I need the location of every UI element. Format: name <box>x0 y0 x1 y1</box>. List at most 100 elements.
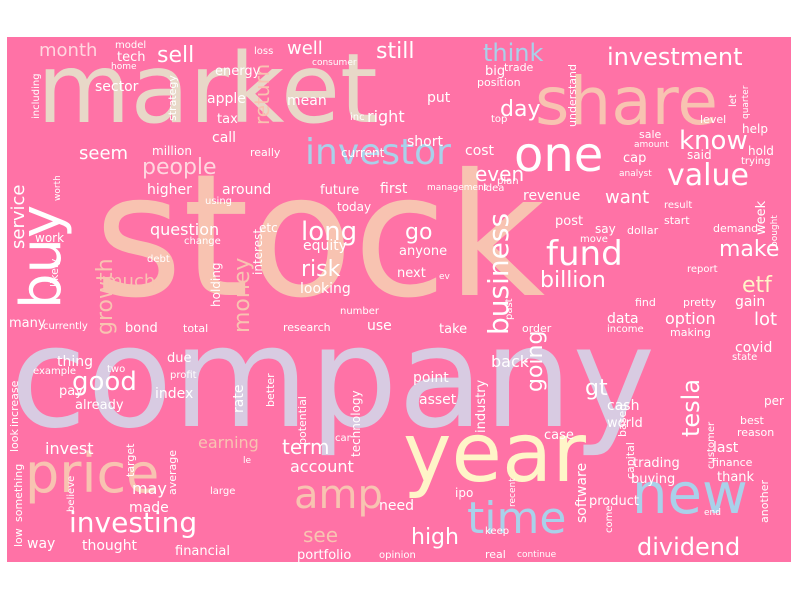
word-analyst: analyst <box>619 169 652 179</box>
word-cap: cap <box>623 151 647 166</box>
word-something: something <box>12 463 25 522</box>
word-increase: increase <box>8 380 21 427</box>
word-put: put <box>427 90 451 106</box>
word-level: level <box>700 113 727 126</box>
word-sale: sale <box>639 128 662 141</box>
word-state: state <box>732 352 758 363</box>
word-demand: demand <box>713 222 759 235</box>
word-current: current <box>341 146 385 160</box>
word-month: month <box>39 40 98 61</box>
word-rate: rate <box>231 384 247 413</box>
word-another: another <box>758 479 771 523</box>
word-technology: technology <box>349 390 363 457</box>
word-way: way <box>27 536 56 552</box>
word-inc: inc <box>350 112 365 123</box>
word-industry: industry <box>474 379 489 433</box>
word-average: average <box>166 449 179 495</box>
word-gt: gt <box>585 376 608 401</box>
word-example: example <box>33 366 77 377</box>
word-one: one <box>514 127 604 183</box>
word-order: order <box>522 322 552 335</box>
word-keep: keep <box>485 526 510 537</box>
word-say: say <box>595 222 616 236</box>
word-said: said <box>687 148 712 162</box>
word-take: take <box>439 322 468 337</box>
word-cloud: stock company market year share price ne… <box>7 37 791 562</box>
word-low: low <box>12 528 25 547</box>
word-point: point <box>413 370 449 386</box>
word-looking: looking <box>300 281 351 297</box>
word-back: back <box>491 352 530 371</box>
word-short: short <box>407 134 443 150</box>
word-quarter: quarter <box>741 85 751 119</box>
word-data: data <box>607 311 639 327</box>
word-already: already <box>75 398 124 413</box>
word-past: past <box>504 298 515 320</box>
word-trading: trading <box>633 456 680 471</box>
word-income: income <box>607 324 644 335</box>
word-see: see <box>303 523 339 547</box>
word-market: market <box>37 37 378 145</box>
word-work: work <box>35 231 65 245</box>
word-higher: higher <box>147 182 192 198</box>
word-tech: tech <box>117 50 146 65</box>
word-ev: ev <box>439 272 450 282</box>
word-let: let <box>728 94 739 107</box>
word-change: change <box>184 236 221 247</box>
word-energy: energy <box>215 64 261 79</box>
word-around: around <box>222 182 272 198</box>
word-start: start <box>664 214 690 227</box>
word-pretty: pretty <box>683 296 717 309</box>
word-interest: interest <box>251 228 265 275</box>
word-fund: fund <box>546 234 623 274</box>
word-worth: worth <box>53 175 63 201</box>
word-look: look <box>8 429 21 452</box>
word-le: le <box>243 456 252 466</box>
word-need: need <box>379 498 414 514</box>
word-recent: recent <box>508 478 518 507</box>
word-strategy: strategy <box>166 75 179 121</box>
word-anyone: anyone <box>399 244 448 259</box>
word-many: many <box>9 316 46 331</box>
word-product: product <box>589 494 640 509</box>
word-use: use <box>367 318 392 334</box>
word-term: term <box>282 435 330 459</box>
word-cost: cost <box>465 143 495 159</box>
word-asset: asset <box>419 392 457 408</box>
word-post: post <box>555 214 584 229</box>
word-move: move <box>580 234 608 245</box>
word-next: next <box>397 266 426 281</box>
word-loss: loss <box>254 46 274 57</box>
word-due: due <box>167 351 192 366</box>
word-result: result <box>664 200 693 211</box>
word-year: year <box>403 406 586 501</box>
word-lot: lot <box>754 309 778 330</box>
word-target: target <box>124 443 137 477</box>
word-today: today <box>337 200 372 214</box>
word-currently: currently <box>43 321 88 332</box>
word-share: share <box>535 63 718 140</box>
word-cash: cash <box>607 398 640 414</box>
word-company: company <box>10 297 656 460</box>
word-equity: equity <box>303 238 348 254</box>
word-think: think <box>483 39 544 67</box>
word-management: management <box>427 183 488 193</box>
word-trade: trade <box>504 61 534 74</box>
word-price: price <box>25 442 160 505</box>
word-growth: growth <box>93 258 118 335</box>
word-help: help <box>742 122 768 136</box>
word-question: question <box>150 220 220 239</box>
word-index: index <box>155 386 194 402</box>
word-best: best <box>740 414 764 427</box>
word-likely: likely <box>48 258 61 287</box>
word-even: even <box>475 162 525 186</box>
word-bond: bond <box>125 321 158 336</box>
word-come: come <box>604 505 615 533</box>
word-day: day <box>500 97 541 122</box>
word-investor: investor <box>305 132 451 173</box>
word-idea: idea <box>483 183 505 194</box>
word-big: big <box>485 64 506 79</box>
word-risk: risk <box>301 257 341 282</box>
word-including: including <box>31 73 42 119</box>
word-reason: reason <box>737 426 775 439</box>
